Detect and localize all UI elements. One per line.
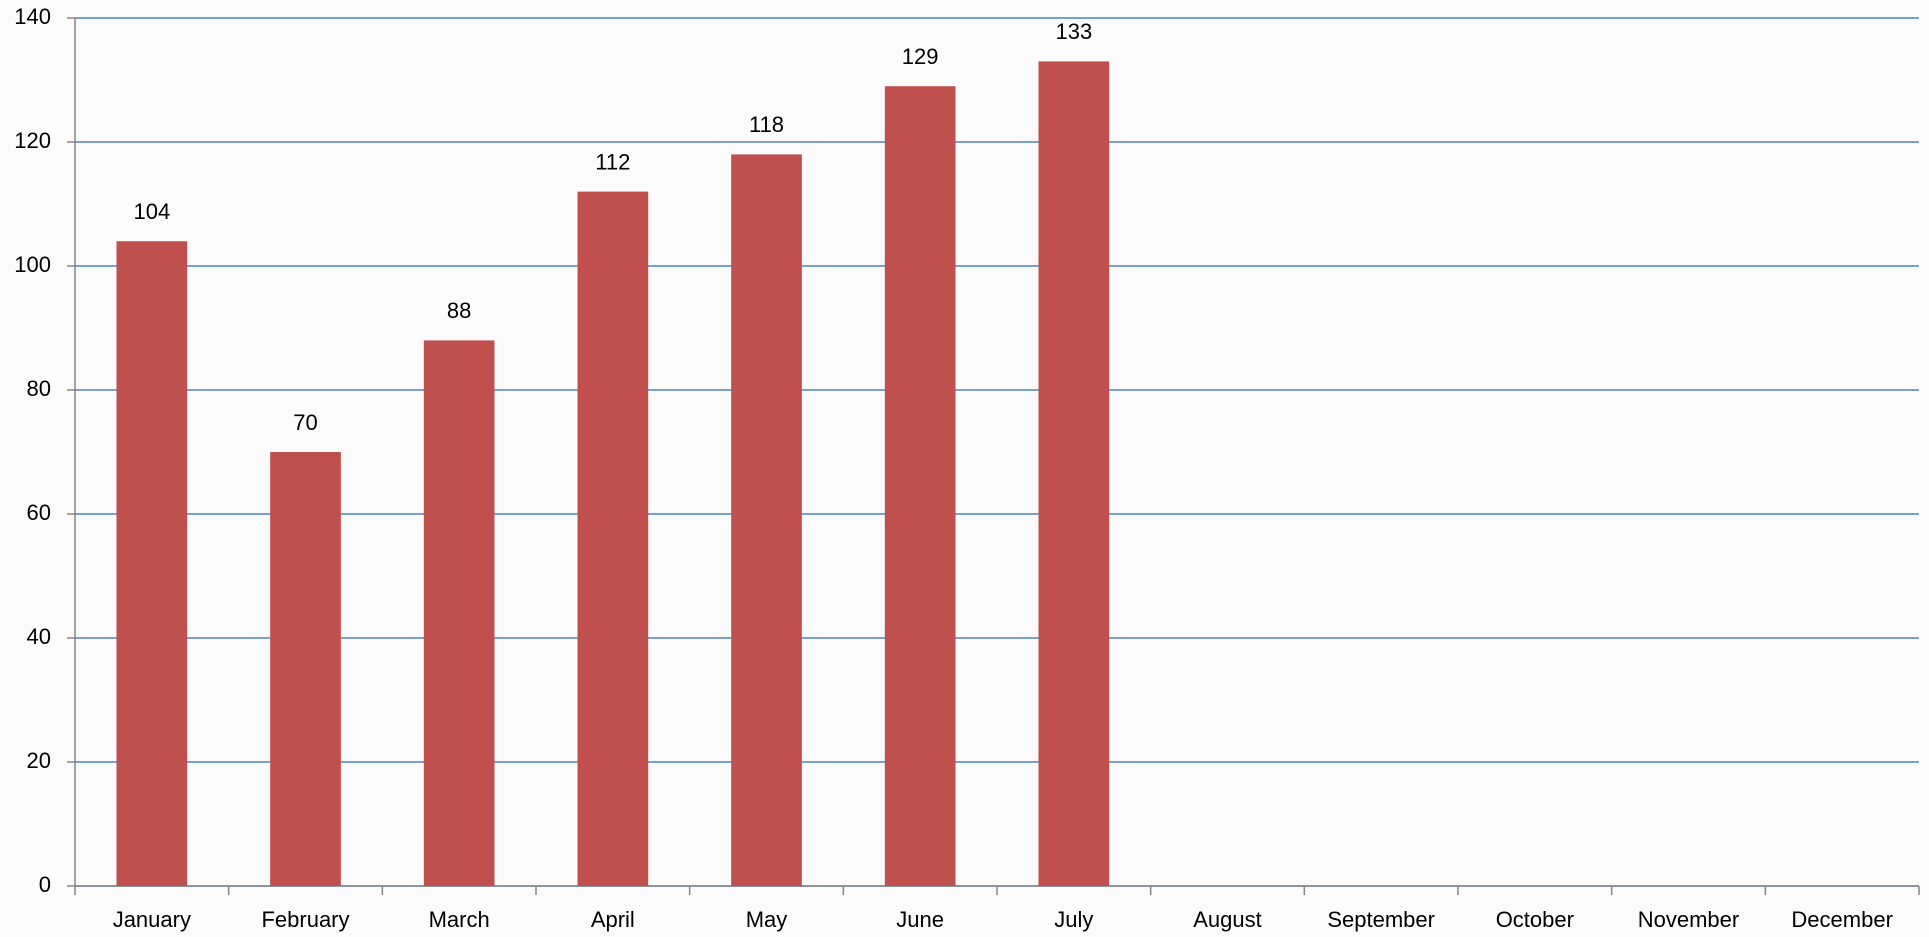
x-tick-label: June xyxy=(896,907,944,932)
y-tick-label: 60 xyxy=(27,500,51,525)
x-tick-label: November xyxy=(1638,907,1739,932)
data-label: 112 xyxy=(595,149,630,174)
bar xyxy=(577,192,648,886)
x-tick-label: October xyxy=(1496,907,1574,932)
x-tick-label: July xyxy=(1054,907,1093,932)
data-label: 129 xyxy=(902,44,939,69)
y-tick-label: 100 xyxy=(14,252,51,277)
bar xyxy=(1038,61,1109,886)
x-tick-label: February xyxy=(261,907,349,932)
y-tick-label: 0 xyxy=(39,872,51,897)
x-tick-label: January xyxy=(113,907,191,932)
data-label: 70 xyxy=(293,410,317,435)
bar xyxy=(424,340,495,886)
data-label: 104 xyxy=(133,199,170,224)
data-label: 118 xyxy=(749,112,784,137)
x-tick-label: April xyxy=(591,907,635,932)
y-tick-label: 40 xyxy=(27,624,51,649)
x-tick-label: December xyxy=(1791,907,1892,932)
bar xyxy=(116,241,187,886)
x-tick-label: May xyxy=(746,907,788,932)
y-tick-label: 120 xyxy=(14,128,51,153)
bar xyxy=(731,154,802,886)
y-tick-label: 140 xyxy=(14,4,51,29)
y-tick-label: 80 xyxy=(27,376,51,401)
x-tick-label: March xyxy=(429,907,490,932)
data-label: 88 xyxy=(447,298,471,323)
data-label: 133 xyxy=(1055,19,1092,44)
bar xyxy=(270,452,341,886)
x-tick-label: September xyxy=(1327,907,1435,932)
y-tick-label: 20 xyxy=(27,748,51,773)
x-tick-label: August xyxy=(1193,907,1262,932)
page: {"chart_data": {"type": "bar", "categori… xyxy=(0,0,1929,937)
bar xyxy=(885,86,956,886)
chart: 0 20 40 60 80 100 120 140 January 104 February 70 Ma… xyxy=(0,0,1929,937)
